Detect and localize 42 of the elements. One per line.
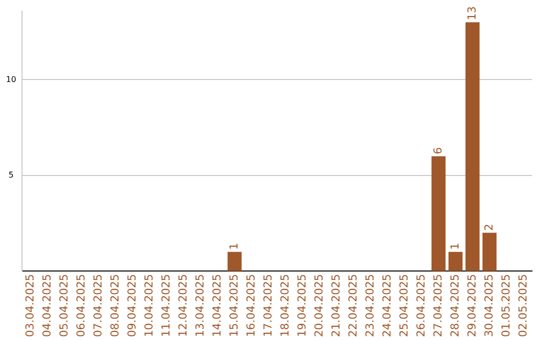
x-tick-label: 05.04.2025 (58, 274, 71, 338)
x-tick-label: 04.04.2025 (40, 274, 54, 338)
y-tick-label: 5 (8, 170, 14, 180)
x-tick-label: 27.04.2025 (431, 274, 444, 338)
bar (465, 22, 480, 272)
x-tick-label: 16.04.2025 (244, 274, 258, 338)
bar (448, 252, 463, 272)
x-tick-label: 08.04.2025 (108, 274, 122, 338)
x-tick-label: 06.04.2025 (74, 274, 88, 338)
x-tick-label: 03.04.2025 (24, 274, 37, 338)
x-tick-label: 23.04.2025 (363, 274, 376, 338)
data-label: 1 (448, 242, 462, 250)
x-tick-label: 07.04.2025 (92, 274, 105, 338)
x-tick-label: 13.04.2025 (193, 274, 206, 338)
data-label: 1 (227, 242, 240, 250)
x-tick-label: 11.04.2025 (159, 274, 172, 338)
x-tick-label: 21.04.2025 (329, 274, 342, 338)
x-tick-label: 15.04.2025 (227, 274, 240, 338)
x-tick-label: 20.04.2025 (312, 274, 326, 338)
bar (482, 232, 497, 272)
x-tick-label: 10.04.2025 (142, 274, 156, 338)
x-tick-label: 28.04.2025 (448, 274, 462, 338)
x-tick-label: 14.04.2025 (210, 274, 224, 338)
x-tick-label: 24.04.2025 (380, 274, 394, 338)
x-tick-label: 22.04.2025 (346, 274, 360, 338)
x-tick-label: 26.04.2025 (414, 274, 428, 338)
x-tick-label: 30.04.2025 (482, 274, 496, 338)
x-tick-label: 25.04.2025 (397, 274, 410, 338)
bar (432, 156, 446, 272)
x-tick-label: 02.05.2025 (516, 274, 530, 338)
data-label: 2 (482, 224, 496, 231)
data-label: 13 (465, 6, 478, 20)
x-tick-label: 18.04.2025 (278, 274, 292, 338)
x-tick-label: 12.04.2025 (176, 274, 190, 338)
x-tick-label: 01.05.2025 (499, 274, 512, 338)
x-tick-label: 29.04.2025 (465, 274, 478, 338)
y-tick-label: 10 (6, 74, 16, 84)
x-tick-label: 19.04.2025 (295, 274, 308, 338)
x-tick-label: 17.04.2025 (261, 274, 274, 338)
data-label: 6 (431, 147, 444, 154)
x-tick-label: 09.04.2025 (126, 274, 138, 338)
bar (228, 252, 242, 272)
